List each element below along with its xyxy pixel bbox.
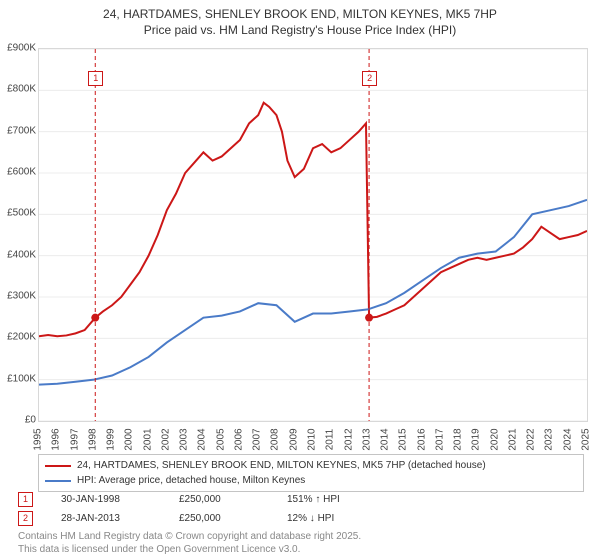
y-tick-label: £600K xyxy=(7,167,36,178)
x-tick-label: 2004 xyxy=(197,428,208,450)
y-tick-label: £500K xyxy=(7,208,36,219)
y-tick-label: £100K xyxy=(7,373,36,384)
y-axis: £0£100K£200K£300K£400K£500K£600K£700K£80… xyxy=(0,48,38,420)
x-tick-label: 2005 xyxy=(215,428,226,450)
x-tick-label: 2015 xyxy=(398,428,409,450)
transaction-delta: 12% ↓ HPI xyxy=(287,513,334,524)
legend-label: 24, HARTDAMES, SHENLEY BROOK END, MILTON… xyxy=(77,458,486,473)
x-tick-label: 2008 xyxy=(270,428,281,450)
marker-num-badge: 2 xyxy=(362,71,377,86)
x-tick-label: 2018 xyxy=(453,428,464,450)
chart-container: 24, HARTDAMES, SHENLEY BROOK END, MILTON… xyxy=(0,0,600,560)
x-tick-label: 2021 xyxy=(507,428,518,450)
x-tick-label: 2007 xyxy=(252,428,263,450)
marker-num-badge: 1 xyxy=(88,71,103,86)
x-tick-label: 1999 xyxy=(106,428,117,450)
transaction-date: 28-JAN-2013 xyxy=(61,513,151,524)
transaction-row: 2 28-JAN-2013 £250,000 12% ↓ HPI xyxy=(18,511,584,526)
x-tick-label: 2010 xyxy=(307,428,318,450)
x-tick-label: 2019 xyxy=(471,428,482,450)
legend-swatch xyxy=(45,465,71,467)
x-tick-label: 2023 xyxy=(544,428,555,450)
title-line-2: Price paid vs. HM Land Registry's House … xyxy=(0,22,600,38)
x-tick-label: 2020 xyxy=(489,428,500,450)
title-block: 24, HARTDAMES, SHENLEY BROOK END, MILTON… xyxy=(0,0,600,38)
y-tick-label: £0 xyxy=(25,415,36,426)
y-tick-label: £800K xyxy=(7,84,36,95)
legend-box: 24, HARTDAMES, SHENLEY BROOK END, MILTON… xyxy=(38,454,584,492)
x-tick-label: 2013 xyxy=(361,428,372,450)
x-tick-label: 1997 xyxy=(69,428,80,450)
x-tick-label: 2022 xyxy=(526,428,537,450)
footer-line-2: This data is licensed under the Open Gov… xyxy=(18,543,361,556)
x-tick-label: 2017 xyxy=(434,428,445,450)
transaction-num-badge: 1 xyxy=(18,492,33,507)
x-tick-label: 1998 xyxy=(87,428,98,450)
x-tick-label: 2025 xyxy=(581,428,592,450)
x-tick-label: 2002 xyxy=(160,428,171,450)
legend-label: HPI: Average price, detached house, Milt… xyxy=(77,473,305,488)
legend-item: 24, HARTDAMES, SHENLEY BROOK END, MILTON… xyxy=(45,458,577,473)
transaction-date: 30-JAN-1998 xyxy=(61,494,151,505)
x-tick-label: 2014 xyxy=(380,428,391,450)
x-tick-label: 2016 xyxy=(416,428,427,450)
footer-note: Contains HM Land Registry data © Crown c… xyxy=(18,530,361,556)
transaction-row: 1 30-JAN-1998 £250,000 151% ↑ HPI xyxy=(18,492,584,507)
chart-plot-area: 12 xyxy=(38,48,588,422)
y-tick-label: £300K xyxy=(7,291,36,302)
series-hpi xyxy=(39,200,587,385)
y-tick-label: £900K xyxy=(7,43,36,54)
legend-item: HPI: Average price, detached house, Milt… xyxy=(45,473,577,488)
legend-swatch xyxy=(45,480,71,482)
y-tick-label: £700K xyxy=(7,125,36,136)
x-axis: 1995199619971998199920002001200220032004… xyxy=(38,420,586,454)
x-tick-label: 2000 xyxy=(124,428,135,450)
x-tick-label: 2024 xyxy=(562,428,573,450)
transaction-price: £250,000 xyxy=(179,494,259,505)
y-tick-label: £400K xyxy=(7,249,36,260)
footer-line-1: Contains HM Land Registry data © Crown c… xyxy=(18,530,361,543)
y-tick-label: £200K xyxy=(7,332,36,343)
title-line-1: 24, HARTDAMES, SHENLEY BROOK END, MILTON… xyxy=(0,6,600,22)
marker-dot xyxy=(365,314,373,322)
x-tick-label: 2003 xyxy=(179,428,190,450)
chart-svg xyxy=(39,49,587,421)
x-tick-label: 2006 xyxy=(233,428,244,450)
marker-dot xyxy=(91,314,99,322)
x-tick-label: 2011 xyxy=(325,429,336,451)
transaction-num-badge: 2 xyxy=(18,511,33,526)
x-tick-label: 1996 xyxy=(51,428,62,450)
transaction-delta: 151% ↑ HPI xyxy=(287,494,340,505)
x-tick-label: 2012 xyxy=(343,428,354,450)
transaction-rows: 1 30-JAN-1998 £250,000 151% ↑ HPI 2 28-JAN-20… xyxy=(18,492,584,530)
x-tick-label: 2001 xyxy=(142,428,153,450)
series-price_paid xyxy=(39,103,587,337)
x-tick-label: 2009 xyxy=(288,428,299,450)
x-tick-label: 1995 xyxy=(33,428,44,450)
transaction-price: £250,000 xyxy=(179,513,259,524)
